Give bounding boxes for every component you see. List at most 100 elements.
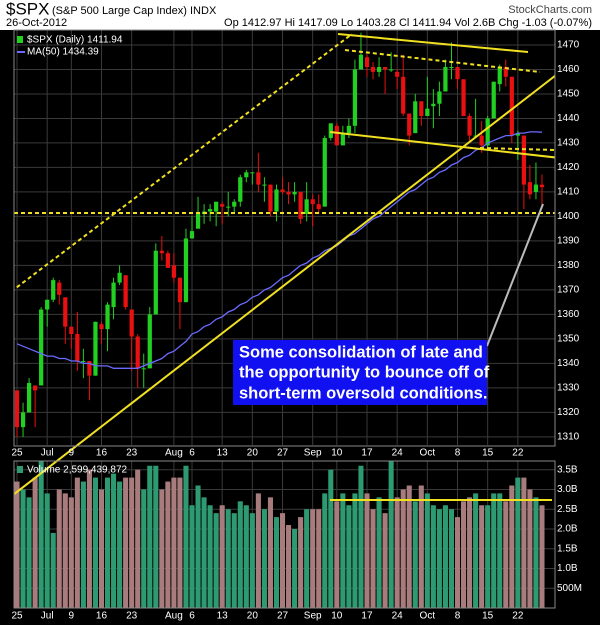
y-tick-label: 1350 xyxy=(557,334,580,345)
x-tick-label: 10 xyxy=(331,611,343,622)
volume-bar xyxy=(255,493,261,608)
candle-body xyxy=(262,184,267,186)
candle-body xyxy=(189,231,195,239)
title: $SPX xyxy=(6,0,49,18)
volume-bar xyxy=(104,477,111,608)
annotation: Some consolidation of late and xyxy=(239,343,483,361)
candle-body xyxy=(449,66,454,68)
y-tick-label: 1420 xyxy=(557,162,580,173)
volume-bar xyxy=(117,481,123,608)
candle-body xyxy=(316,204,321,210)
volume-bar xyxy=(141,489,147,608)
annotation-arrow xyxy=(486,203,544,347)
volume-bar xyxy=(310,509,316,608)
volume-bar xyxy=(249,513,255,608)
volume-bar xyxy=(159,489,165,608)
volume-bar xyxy=(370,509,376,608)
annotation: the opportunity to bounce off of xyxy=(239,363,490,381)
volume-bar xyxy=(485,505,491,608)
x-tick-label: Aug xyxy=(165,448,183,459)
x-tick-label: 22 xyxy=(512,611,524,622)
volume-bar xyxy=(304,509,310,608)
candle-body xyxy=(437,91,442,104)
candle-body xyxy=(280,189,285,192)
volume-frame xyxy=(13,460,556,609)
volume-bar xyxy=(424,493,430,608)
annotation: short-term oversold conditions. xyxy=(239,384,487,402)
x-tick-label: Oct xyxy=(420,448,436,459)
candle-body xyxy=(292,191,297,195)
candle-body xyxy=(389,69,394,71)
candle-body xyxy=(69,326,74,335)
candle-body xyxy=(81,360,86,362)
y-tick-label: 1310 xyxy=(557,432,580,443)
candle-body xyxy=(382,66,388,70)
trend-line xyxy=(344,49,541,73)
y-tick-label: 1.0B xyxy=(557,563,578,574)
x-tick-label: 22 xyxy=(512,448,524,459)
price-legend: $SPX (Daily) 1411.94 xyxy=(27,35,123,46)
volume-bar xyxy=(50,532,56,608)
volume-bar xyxy=(539,505,545,608)
x-tick-label: 8 xyxy=(455,611,461,622)
x-tick-label: 17 xyxy=(361,448,373,459)
candle-body xyxy=(195,213,201,229)
trend-line xyxy=(337,33,529,53)
y-tick-label: 500M xyxy=(557,583,582,594)
candle-body xyxy=(395,71,400,77)
x-tick-label: 16 xyxy=(96,448,108,459)
candle-body xyxy=(123,275,128,308)
volume-bar xyxy=(394,497,400,608)
candle-body xyxy=(99,324,104,330)
candle-body xyxy=(503,66,508,77)
x-tick-label: 13 xyxy=(217,448,229,459)
volume-bar xyxy=(279,513,286,608)
candle-body xyxy=(129,309,134,337)
volume-plot xyxy=(14,461,545,608)
candle-body xyxy=(171,265,177,278)
candle-body xyxy=(214,201,219,212)
x-tick-label: 23 xyxy=(126,448,138,459)
x-tick-label: 25 xyxy=(11,448,23,459)
volume-bar xyxy=(491,493,497,608)
y-tick-label: 3.5B xyxy=(557,464,578,475)
volume-bar xyxy=(62,493,68,608)
y-tick-label: 1390 xyxy=(557,236,580,247)
candle-body xyxy=(358,54,364,70)
price-frame xyxy=(13,29,556,447)
x-tick-label: Jul xyxy=(41,448,54,459)
candle-body xyxy=(105,304,110,330)
x-tick-label: 27 xyxy=(277,448,289,459)
volume-bar xyxy=(436,509,442,608)
candle-body xyxy=(364,57,370,67)
x-tick-label: 6 xyxy=(189,611,195,622)
annotation-box xyxy=(233,340,487,405)
candle-body xyxy=(497,66,502,85)
x-tick-label: 16 xyxy=(96,611,108,622)
volume-bar xyxy=(430,505,436,608)
volume-bar xyxy=(340,493,346,608)
x-tick-label: Aug xyxy=(165,611,183,622)
y-tick-label: 1400 xyxy=(557,211,580,222)
y-tick-label: 1.5B xyxy=(557,543,578,554)
volume-bar xyxy=(273,517,280,608)
candle-body xyxy=(352,69,358,126)
volume-bar xyxy=(183,465,189,608)
candle-body xyxy=(75,334,80,361)
y-tick-label: 1410 xyxy=(557,187,580,198)
candle-body xyxy=(45,299,50,310)
trend-line xyxy=(329,131,555,159)
candle-body xyxy=(401,76,406,114)
volume-bar xyxy=(412,501,418,608)
x-tick-label: 13 xyxy=(217,611,229,622)
volume-bar xyxy=(20,489,26,608)
quote: Op 1412.97 Hi 1417.09 Lo 1403.28 Cl 1411… xyxy=(224,17,592,29)
candle-body xyxy=(153,250,158,315)
volume-legend: Volume 2,599,439,872 xyxy=(27,465,128,476)
y-tick-label: 1470 xyxy=(557,40,580,51)
candle-body xyxy=(376,66,382,72)
volume-bar xyxy=(406,485,412,608)
y-tick-label: 3.0B xyxy=(557,484,578,495)
volume-bar xyxy=(147,465,153,608)
